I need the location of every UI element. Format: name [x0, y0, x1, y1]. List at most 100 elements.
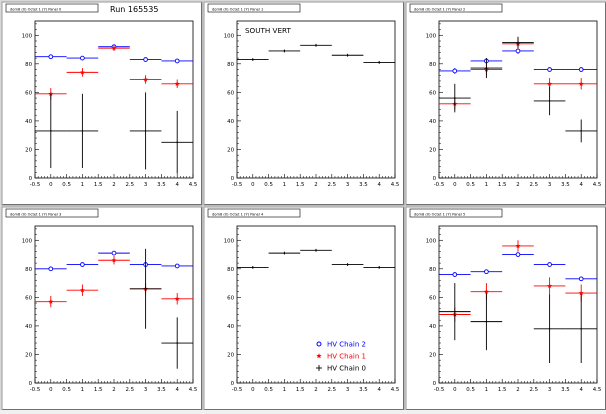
data-point — [547, 283, 553, 289]
data-point — [454, 310, 456, 313]
data-point — [578, 276, 584, 282]
data-point — [79, 287, 85, 293]
data-point — [580, 327, 582, 330]
data-point — [111, 250, 117, 256]
y-tick-label: 20 — [25, 352, 32, 358]
y-tick-label: 40 — [25, 119, 32, 125]
y-tick-label: 20 — [25, 147, 32, 153]
panel-6: dom8 (0) Octet 1 (Y) Panel 5-0.5 0 0.5 1 1.5… — [405, 206, 606, 411]
y-tick-label: 0 — [433, 176, 437, 182]
panel-title: dom8 (0) Octet 1 (Y) Panel 2 — [414, 7, 465, 11]
x-tick-label: 1 — [283, 182, 286, 188]
data-point — [483, 289, 489, 294]
x-tick-label: 3 — [548, 182, 551, 188]
x-tick-label: 1 — [283, 387, 286, 393]
panel-title: dom8 (0) Octet 1 (Y) Panel 0 — [10, 7, 62, 11]
x-tick-label: 3 — [346, 387, 349, 393]
y-tick-label: 20 — [429, 352, 436, 358]
y-tick-label: 100 — [22, 33, 33, 39]
x-tick-label: -0.5 — [232, 387, 243, 393]
data-point — [517, 41, 519, 44]
data-point — [547, 67, 552, 72]
y-tick-label: 0 — [29, 176, 33, 182]
data-point — [378, 266, 380, 269]
x-tick-label: 1.5 — [94, 387, 103, 393]
y-tick-label: 60 — [25, 90, 32, 96]
x-tick-label: 2.5 — [530, 387, 539, 393]
x-tick-label: 4 — [175, 387, 179, 393]
data-point — [81, 130, 84, 132]
data-point — [515, 252, 521, 257]
x-tick-label: 0 — [49, 387, 53, 393]
data-point — [452, 68, 458, 74]
data-point — [578, 67, 584, 72]
x-tick-label: 0 — [49, 182, 53, 188]
y-tick-label: 60 — [227, 295, 234, 301]
panel-title-box — [5, 3, 99, 13]
data-point — [283, 50, 286, 52]
x-tick-label: 0 — [453, 182, 457, 188]
series-1 — [439, 252, 597, 282]
panel-title: dom8 (0) Octet 1 (Y) Panel 5 — [414, 212, 465, 216]
panel-background — [1, 206, 203, 411]
y-tick-label: 40 — [429, 324, 436, 330]
run-label: Run 165535 — [110, 5, 158, 14]
x-tick-label: 1.5 — [296, 182, 305, 188]
y-tick-label: 0 — [29, 381, 33, 387]
data-point — [48, 54, 54, 60]
x-tick-label: 1 — [81, 387, 84, 393]
x-tick-label: 0.5 — [264, 182, 273, 188]
y-tick-label: 80 — [227, 267, 234, 273]
data-point — [50, 130, 52, 132]
x-tick-label: 4 — [579, 387, 583, 393]
x-tick-label: -0.5 — [232, 182, 243, 188]
data-point — [144, 288, 147, 290]
data-point — [176, 342, 178, 344]
data-point — [48, 299, 54, 304]
data-point — [80, 262, 85, 267]
data-point — [578, 290, 584, 296]
panel-3: dom8 (0) Octet 1 (Y) Panel 2-0.5 0 0.5 1 1.5… — [405, 1, 606, 206]
y-tick-label: 60 — [227, 90, 234, 96]
x-tick-label: 1 — [485, 182, 488, 188]
x-tick-label: 1.5 — [94, 182, 103, 188]
data-point — [174, 263, 180, 269]
x-tick-label: 4.5 — [593, 387, 602, 393]
x-tick-label: 2 — [112, 387, 115, 393]
x-tick-label: 3.5 — [561, 387, 570, 393]
x-tick-label: 0 — [251, 387, 255, 393]
data-point — [484, 269, 489, 275]
data-point — [315, 44, 317, 47]
x-tick-label: 3.5 — [359, 387, 368, 393]
x-tick-label: 4 — [377, 182, 381, 188]
y-tick-label: 20 — [227, 352, 234, 358]
x-tick-label: -0.5 — [30, 182, 41, 188]
x-tick-label: 2 — [314, 387, 317, 393]
x-tick-label: 2 — [112, 182, 115, 188]
x-tick-label: 2.5 — [328, 182, 337, 188]
x-tick-label: 4.5 — [593, 182, 602, 188]
x-tick-label: 3.5 — [157, 182, 166, 188]
x-tick-label: 1 — [485, 387, 488, 393]
x-tick-label: 4.5 — [391, 387, 400, 393]
y-tick-label: 80 — [429, 62, 436, 68]
y-tick-label: 40 — [429, 119, 436, 125]
legend-label: HV Chain 2 — [327, 341, 366, 349]
y-tick-label: 100 — [22, 238, 33, 244]
data-point — [547, 262, 552, 267]
panel-4: dom8 (0) Octet 1 (Y) Panel 3-0.5 0 0.5 1 1.5… — [1, 206, 203, 411]
x-tick-label: 4 — [377, 387, 381, 393]
y-tick-label: 40 — [227, 119, 234, 125]
data-point — [111, 257, 117, 263]
x-tick-label: 3.5 — [157, 387, 166, 393]
legend-label: HV Chain 0 — [327, 365, 366, 373]
series-3 — [129, 248, 193, 369]
panel-title-box — [409, 208, 503, 218]
data-point — [80, 55, 85, 61]
data-point — [174, 296, 180, 301]
x-tick-label: 4 — [579, 182, 583, 188]
x-tick-label: 3.5 — [561, 182, 570, 188]
data-point — [283, 252, 286, 254]
